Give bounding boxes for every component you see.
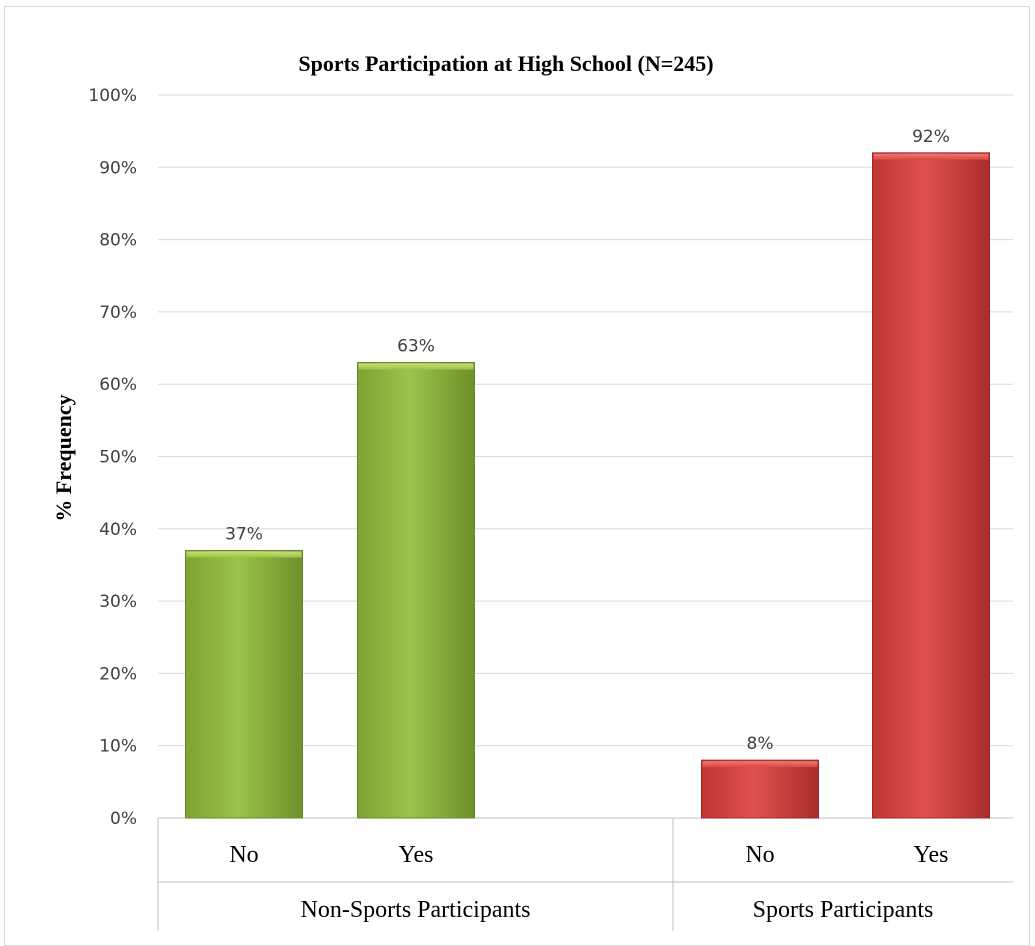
bar-non-sports-no: 37% (185, 524, 303, 819)
x-tick-label: Yes (914, 842, 949, 868)
x-axis: No Yes Non-Sports Participants No Yes Sports … (157, 818, 1013, 931)
x-group-label: Non-Sports Participants (301, 897, 531, 923)
y-tick-label: 10% (99, 737, 137, 757)
bar-bevel (873, 153, 989, 160)
bar-sports-yes: 92% (872, 127, 990, 819)
x-group-label: Sports Participants (753, 897, 934, 923)
y-tick-label: 30% (99, 592, 137, 612)
y-tick-label: 40% (99, 520, 137, 540)
bar-non-sports-yes: 63% (357, 337, 475, 819)
y-tick-label: 50% (99, 448, 137, 468)
y-tick-label: 80% (99, 231, 137, 251)
x-tick-label: No (745, 842, 774, 868)
bar (357, 362, 475, 819)
bar (185, 549, 303, 819)
bar-bevel (186, 551, 302, 558)
y-tick-label: 0% (110, 809, 137, 829)
bar-bevel (702, 761, 818, 768)
chart-title: Sports Participation at High School (N=2… (298, 51, 713, 76)
y-axis-ticks: 0% 10% 20% 30% 40% 50% 60% 70% 80% 90% 100% (88, 86, 137, 829)
x-tick-label: Yes (399, 842, 434, 868)
bars: 37% 63% 8% 92% (185, 127, 990, 819)
chart-frame (4, 6, 1030, 946)
data-label: 37% (225, 524, 263, 544)
y-tick-label: 70% (99, 303, 137, 323)
bar (701, 759, 819, 819)
data-label: 63% (397, 337, 435, 357)
y-tick-label: 20% (99, 664, 137, 684)
y-tick-label: 90% (99, 158, 137, 178)
y-axis-label: % Frequency (51, 394, 76, 521)
data-label: 92% (912, 127, 950, 147)
y-tick-label: 100% (88, 86, 137, 106)
bar-bevel (358, 363, 474, 370)
bar (872, 152, 990, 819)
y-tick-label: 60% (99, 375, 137, 395)
data-label: 8% (747, 734, 774, 754)
bar-sports-no: 8% (701, 734, 819, 819)
x-tick-label: No (229, 842, 258, 868)
